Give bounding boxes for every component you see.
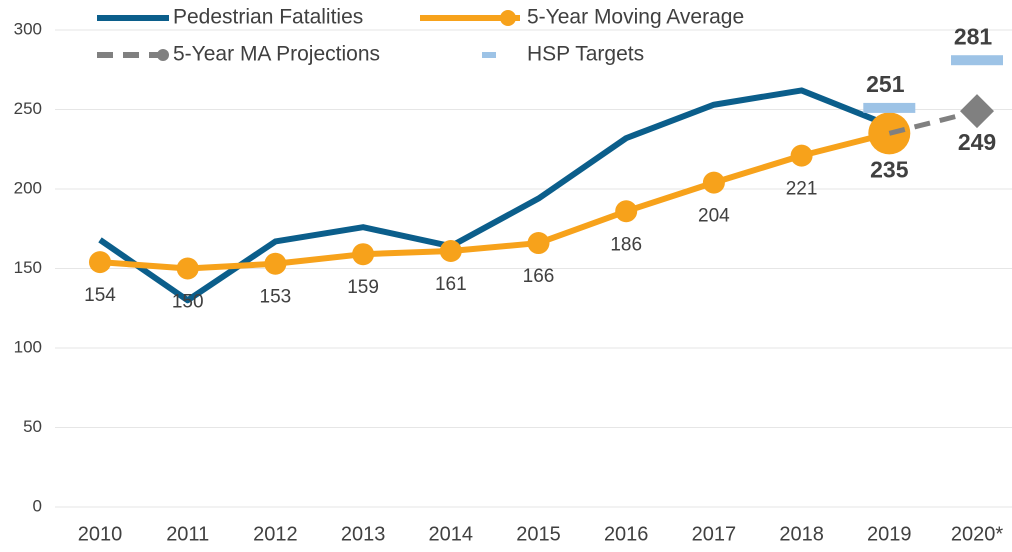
x-tick-label: 2019 — [867, 523, 912, 545]
data-point — [960, 94, 994, 129]
x-tick-label: 2016 — [604, 523, 649, 545]
data-label: 150 — [172, 292, 204, 313]
y-tick-label: 0 — [33, 496, 42, 515]
data-label: 221 — [786, 179, 818, 200]
data-label: 249 — [958, 129, 996, 155]
y-tick-label: 300 — [14, 19, 42, 38]
data-label: 204 — [698, 206, 730, 227]
legend-swatch — [157, 49, 169, 61]
data-label: 154 — [84, 285, 116, 306]
legend-label: 5-Year Moving Average — [527, 6, 744, 29]
x-tick-label: 2011 — [166, 523, 209, 545]
x-tick-label: 2012 — [253, 523, 298, 545]
x-tick-label: 2010 — [78, 523, 123, 545]
legend-label: 5-Year MA Projections — [173, 43, 380, 66]
projection-line — [888, 108, 978, 136]
line — [98, 87, 891, 304]
data-point — [439, 240, 462, 263]
legend-label: Pedestrian Fatalities — [173, 6, 363, 29]
data-point — [264, 252, 287, 275]
legend-swatch — [482, 52, 496, 58]
x-tick-label: 2020* — [951, 523, 1003, 545]
y-tick-label: 100 — [14, 337, 42, 356]
legend-label: HSP Targets — [527, 43, 644, 66]
data-label: 281 — [954, 23, 993, 49]
data-label: 161 — [435, 274, 467, 295]
target-mark — [951, 55, 1003, 66]
x-tick-label: 2013 — [341, 523, 386, 545]
data-point — [527, 232, 550, 255]
data-point — [702, 171, 725, 194]
data-point — [176, 257, 199, 280]
y-tick-label: 200 — [14, 178, 42, 197]
data-point — [89, 251, 111, 274]
data-point — [790, 144, 813, 167]
data-label: 251 — [866, 71, 905, 97]
target-mark — [863, 102, 916, 113]
y-tick-label: 250 — [14, 99, 42, 118]
data-label: 159 — [347, 277, 379, 298]
data-point — [615, 200, 638, 223]
data-label: 166 — [523, 266, 555, 287]
x-tick-label: 2017 — [692, 523, 737, 545]
line — [99, 130, 891, 272]
x-tick-label: 2018 — [779, 523, 824, 545]
data-label: 186 — [610, 234, 642, 255]
legend-swatch — [500, 10, 516, 26]
data-label: 235 — [870, 156, 909, 182]
y-tick-label: 50 — [23, 417, 42, 436]
data-label: 153 — [260, 287, 292, 308]
x-tick-label: 2014 — [429, 523, 474, 545]
y-tick-label: 150 — [14, 258, 42, 277]
data-point — [352, 243, 375, 266]
x-tick-label: 2015 — [516, 523, 561, 545]
